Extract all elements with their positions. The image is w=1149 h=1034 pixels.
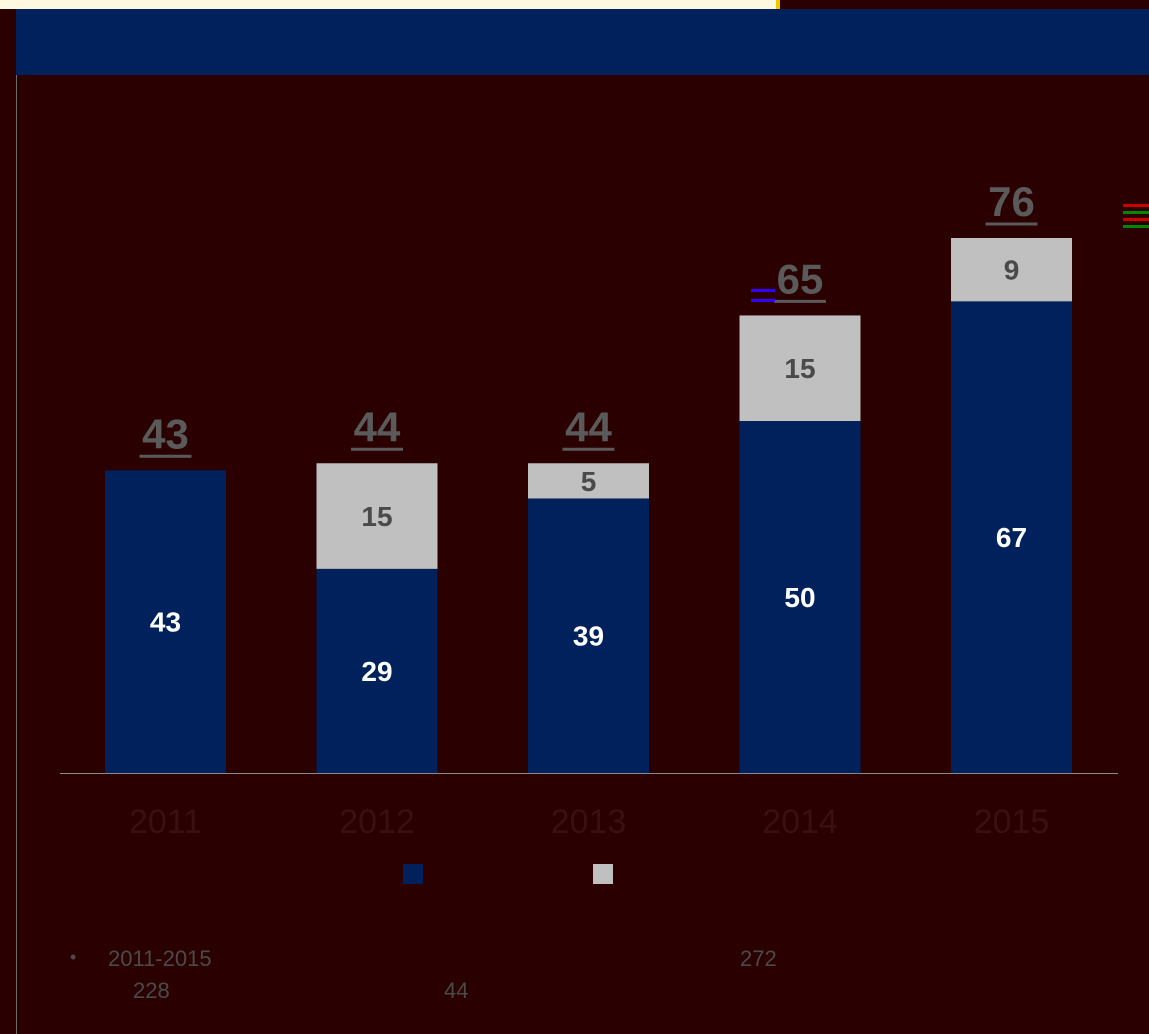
bar-value-label-2012-s2: 15 (361, 501, 392, 532)
x-tick-label-2011: 2011 (129, 803, 202, 841)
bar-value-label-2014-s2: 15 (784, 353, 815, 384)
bar-value-label-2014-s1: 50 (784, 582, 815, 613)
bar-value-label-2015-s2: 9 (1004, 255, 1020, 286)
bar-segment-2015-s2 (951, 238, 1072, 302)
note-secondary-value: 44 (444, 978, 469, 1003)
marker-dash-4 (1123, 211, 1149, 214)
note-primary-value: 228 (133, 978, 170, 1003)
top-strip-edge (776, 0, 780, 9)
header-bar (16, 9, 1149, 75)
bar-value-label-2011-s1: 43 (150, 607, 181, 638)
x-tick-label-2013: 2013 (551, 803, 627, 841)
top-strip (0, 0, 776, 9)
total-label-2011: 43 (142, 410, 189, 457)
bar-value-label-2015-s1: 67 (996, 522, 1027, 553)
note-bullet: • (70, 947, 77, 967)
bar-value-label-2013-s1: 39 (573, 621, 604, 652)
bar-segment-2012-s2 (316, 463, 438, 569)
bar-segment-2011-s1 (105, 470, 226, 773)
total-label-2012: 44 (354, 403, 401, 450)
bar-segment-2013-s2 (528, 463, 649, 499)
total-label-2014: 65 (777, 255, 824, 302)
legend-swatch-secondary (593, 864, 613, 884)
note-total-value: 272 (740, 946, 777, 971)
bar-segment-2013-s1 (528, 498, 649, 773)
total-label-2013: 44 (565, 403, 612, 450)
marker-dash-2 (751, 299, 775, 302)
bar-value-label-2013-s2: 5 (581, 466, 597, 497)
marker-dash-6 (1123, 225, 1149, 228)
x-tick-label-2012: 2012 (339, 803, 415, 841)
marker-dash-1 (751, 289, 775, 292)
bar-segment-2014-s1 (739, 421, 861, 773)
marker-dash-3 (1123, 204, 1149, 207)
left-rule (16, 75, 17, 1034)
x-tick-label-2014: 2014 (762, 803, 838, 841)
total-label-2015: 76 (988, 178, 1035, 225)
bar-segment-2015-s1 (951, 301, 1072, 773)
bar-segment-2012-s1 (316, 568, 438, 773)
marker-dash-5 (1123, 218, 1149, 221)
legend-swatch-primary (403, 864, 423, 884)
bar-segment-2014-s2 (739, 315, 861, 422)
x-tick-label-2015: 2015 (974, 803, 1050, 841)
note-period: 2011-2015 (108, 946, 212, 971)
bar-value-label-2012-s1: 29 (361, 656, 392, 687)
